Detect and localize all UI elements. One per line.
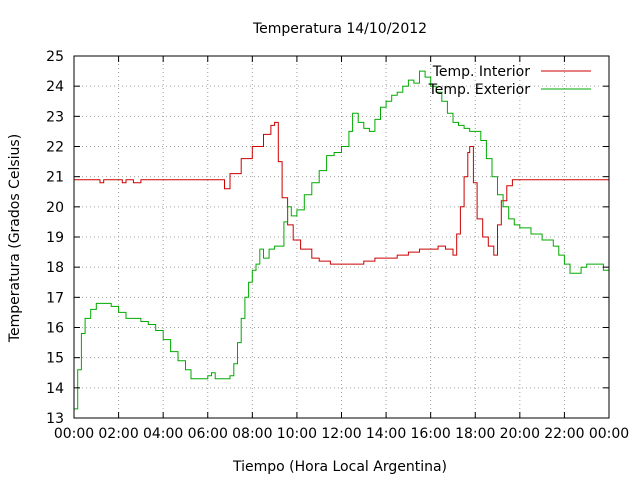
axis-ticks: 00:00 02:00 04:00 06:00 08:00 10:00 12:00 14:00… bbox=[46, 49, 629, 442]
y-tick-label: 23 bbox=[46, 109, 64, 125]
x-tick-label: 00:00 bbox=[54, 426, 94, 442]
chart-title: Temperatura 14/10/2012 bbox=[252, 21, 427, 37]
series-line-exterior bbox=[74, 70, 610, 410]
legend-label: Temp. Exterior bbox=[428, 82, 531, 98]
x-tick-label: 22:00 bbox=[544, 426, 584, 442]
y-tick-label: 17 bbox=[46, 290, 64, 306]
y-tick-label: 24 bbox=[46, 79, 64, 95]
x-tick-label: 10:00 bbox=[277, 426, 317, 442]
x-tick-label: 08:00 bbox=[232, 426, 272, 442]
y-tick-label: 14 bbox=[46, 381, 64, 397]
x-tick-label: 00:00 bbox=[589, 426, 629, 442]
y-tick-label: 19 bbox=[46, 230, 64, 246]
x-tick-label: 18:00 bbox=[455, 426, 495, 442]
legend: Temp. Interior Temp. Exterior bbox=[428, 64, 591, 98]
x-tick-label: 06:00 bbox=[188, 426, 228, 442]
grid bbox=[74, 56, 609, 418]
y-tick-label: 22 bbox=[46, 140, 64, 156]
x-tick-label: 20:00 bbox=[500, 426, 540, 442]
y-tick-label: 16 bbox=[46, 321, 64, 337]
y-tick-label: 15 bbox=[46, 351, 64, 367]
x-tick-label: 16:00 bbox=[410, 426, 450, 442]
series-line-interior bbox=[74, 121, 609, 265]
legend-label: Temp. Interior bbox=[432, 64, 531, 80]
y-tick-label: 13 bbox=[46, 411, 64, 427]
y-tick-label: 18 bbox=[46, 260, 64, 276]
x-tick-label: 02:00 bbox=[98, 426, 138, 442]
y-tick-label: 20 bbox=[46, 200, 64, 216]
x-axis-label: Tiempo (Hora Local Argentina) bbox=[232, 459, 447, 475]
y-tick-label: 25 bbox=[46, 49, 64, 65]
x-tick-label: 12:00 bbox=[321, 426, 361, 442]
y-axis-label: Temperatura (Grados Celsius) bbox=[7, 134, 23, 343]
y-tick-label: 21 bbox=[46, 170, 64, 186]
x-tick-label: 14:00 bbox=[366, 426, 406, 442]
x-tick-label: 04:00 bbox=[143, 426, 183, 442]
series-lines bbox=[74, 70, 610, 410]
